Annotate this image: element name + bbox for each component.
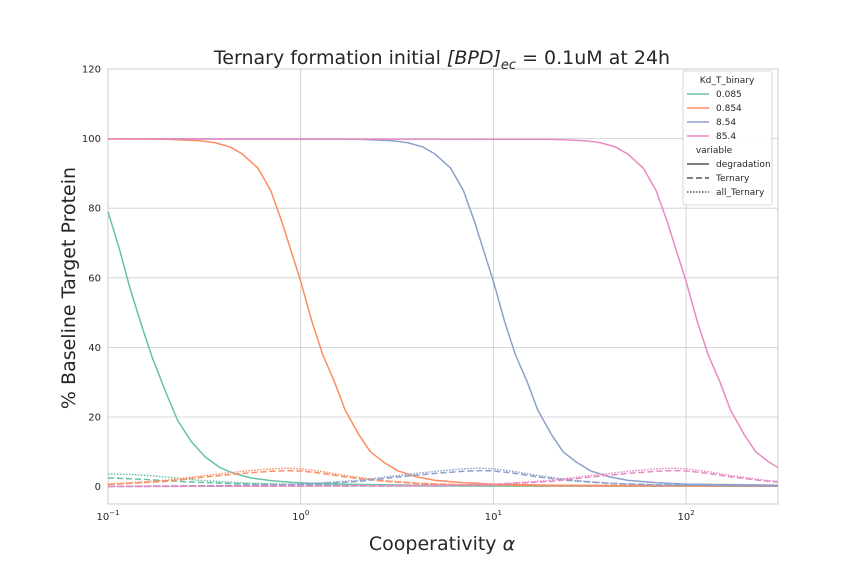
- legend-box: [682, 70, 773, 206]
- y-tick-label: 40: [88, 343, 101, 354]
- y-tick-label: 120: [82, 65, 101, 76]
- series-line-0_085-degradation: [107, 211, 779, 487]
- y-axis-label: % Baseline Target Protein: [58, 167, 80, 409]
- legend-style-title: variable: [696, 146, 733, 156]
- x-tick-label: 102: [677, 509, 694, 523]
- series-line-8_54-degradation: [107, 138, 779, 486]
- series-line-85_4-all_ternary: [107, 467, 779, 488]
- axes-frame: [107, 68, 779, 505]
- series-line-85_4-ternary: [107, 469, 779, 488]
- legend-entry-label: all_Ternary: [716, 188, 765, 198]
- tick-labels: 0 20 40 60 80 100 120 10−1 100 101 102: [82, 65, 695, 524]
- y-tick-label: 80: [88, 204, 101, 215]
- legend-entry-label: degradation: [716, 160, 771, 170]
- x-tick-label: 101: [485, 509, 502, 523]
- legend-entry-label: 0.085: [716, 90, 742, 100]
- series-line-0_854-degradation: [107, 138, 779, 487]
- x-tick-label: 100: [292, 509, 309, 523]
- y-tick-label: 0: [95, 482, 101, 493]
- legend-entry-label: 8.54: [716, 118, 736, 128]
- chart-title: Ternary formation initial [BPD]ec = 0.1u…: [213, 47, 670, 73]
- series-line-85_4-degradation: [107, 138, 779, 469]
- legend-hue-title: Kd_T_binary: [700, 76, 755, 86]
- x-tick-label: 10−1: [96, 509, 119, 523]
- series-line-0_854-ternary: [107, 469, 779, 487]
- legend-entry-label: 0.854: [716, 104, 742, 114]
- series-layer: [107, 138, 779, 488]
- legend-entry-label: Ternary: [715, 174, 750, 184]
- y-tick-label: 100: [82, 134, 101, 145]
- grid: [107, 68, 778, 504]
- y-tick-label: 20: [88, 413, 101, 424]
- series-line-8_54-all_ternary: [107, 467, 779, 488]
- plot-border: [107, 68, 779, 505]
- legend-entry-label: 85.4: [716, 132, 736, 142]
- y-tick-label: 60: [88, 273, 101, 284]
- legend: Kd_T_binary 0.085 0.854 8.54 85.4 variable deg…: [682, 70, 773, 206]
- x-axis-label: Cooperativity α: [369, 533, 516, 555]
